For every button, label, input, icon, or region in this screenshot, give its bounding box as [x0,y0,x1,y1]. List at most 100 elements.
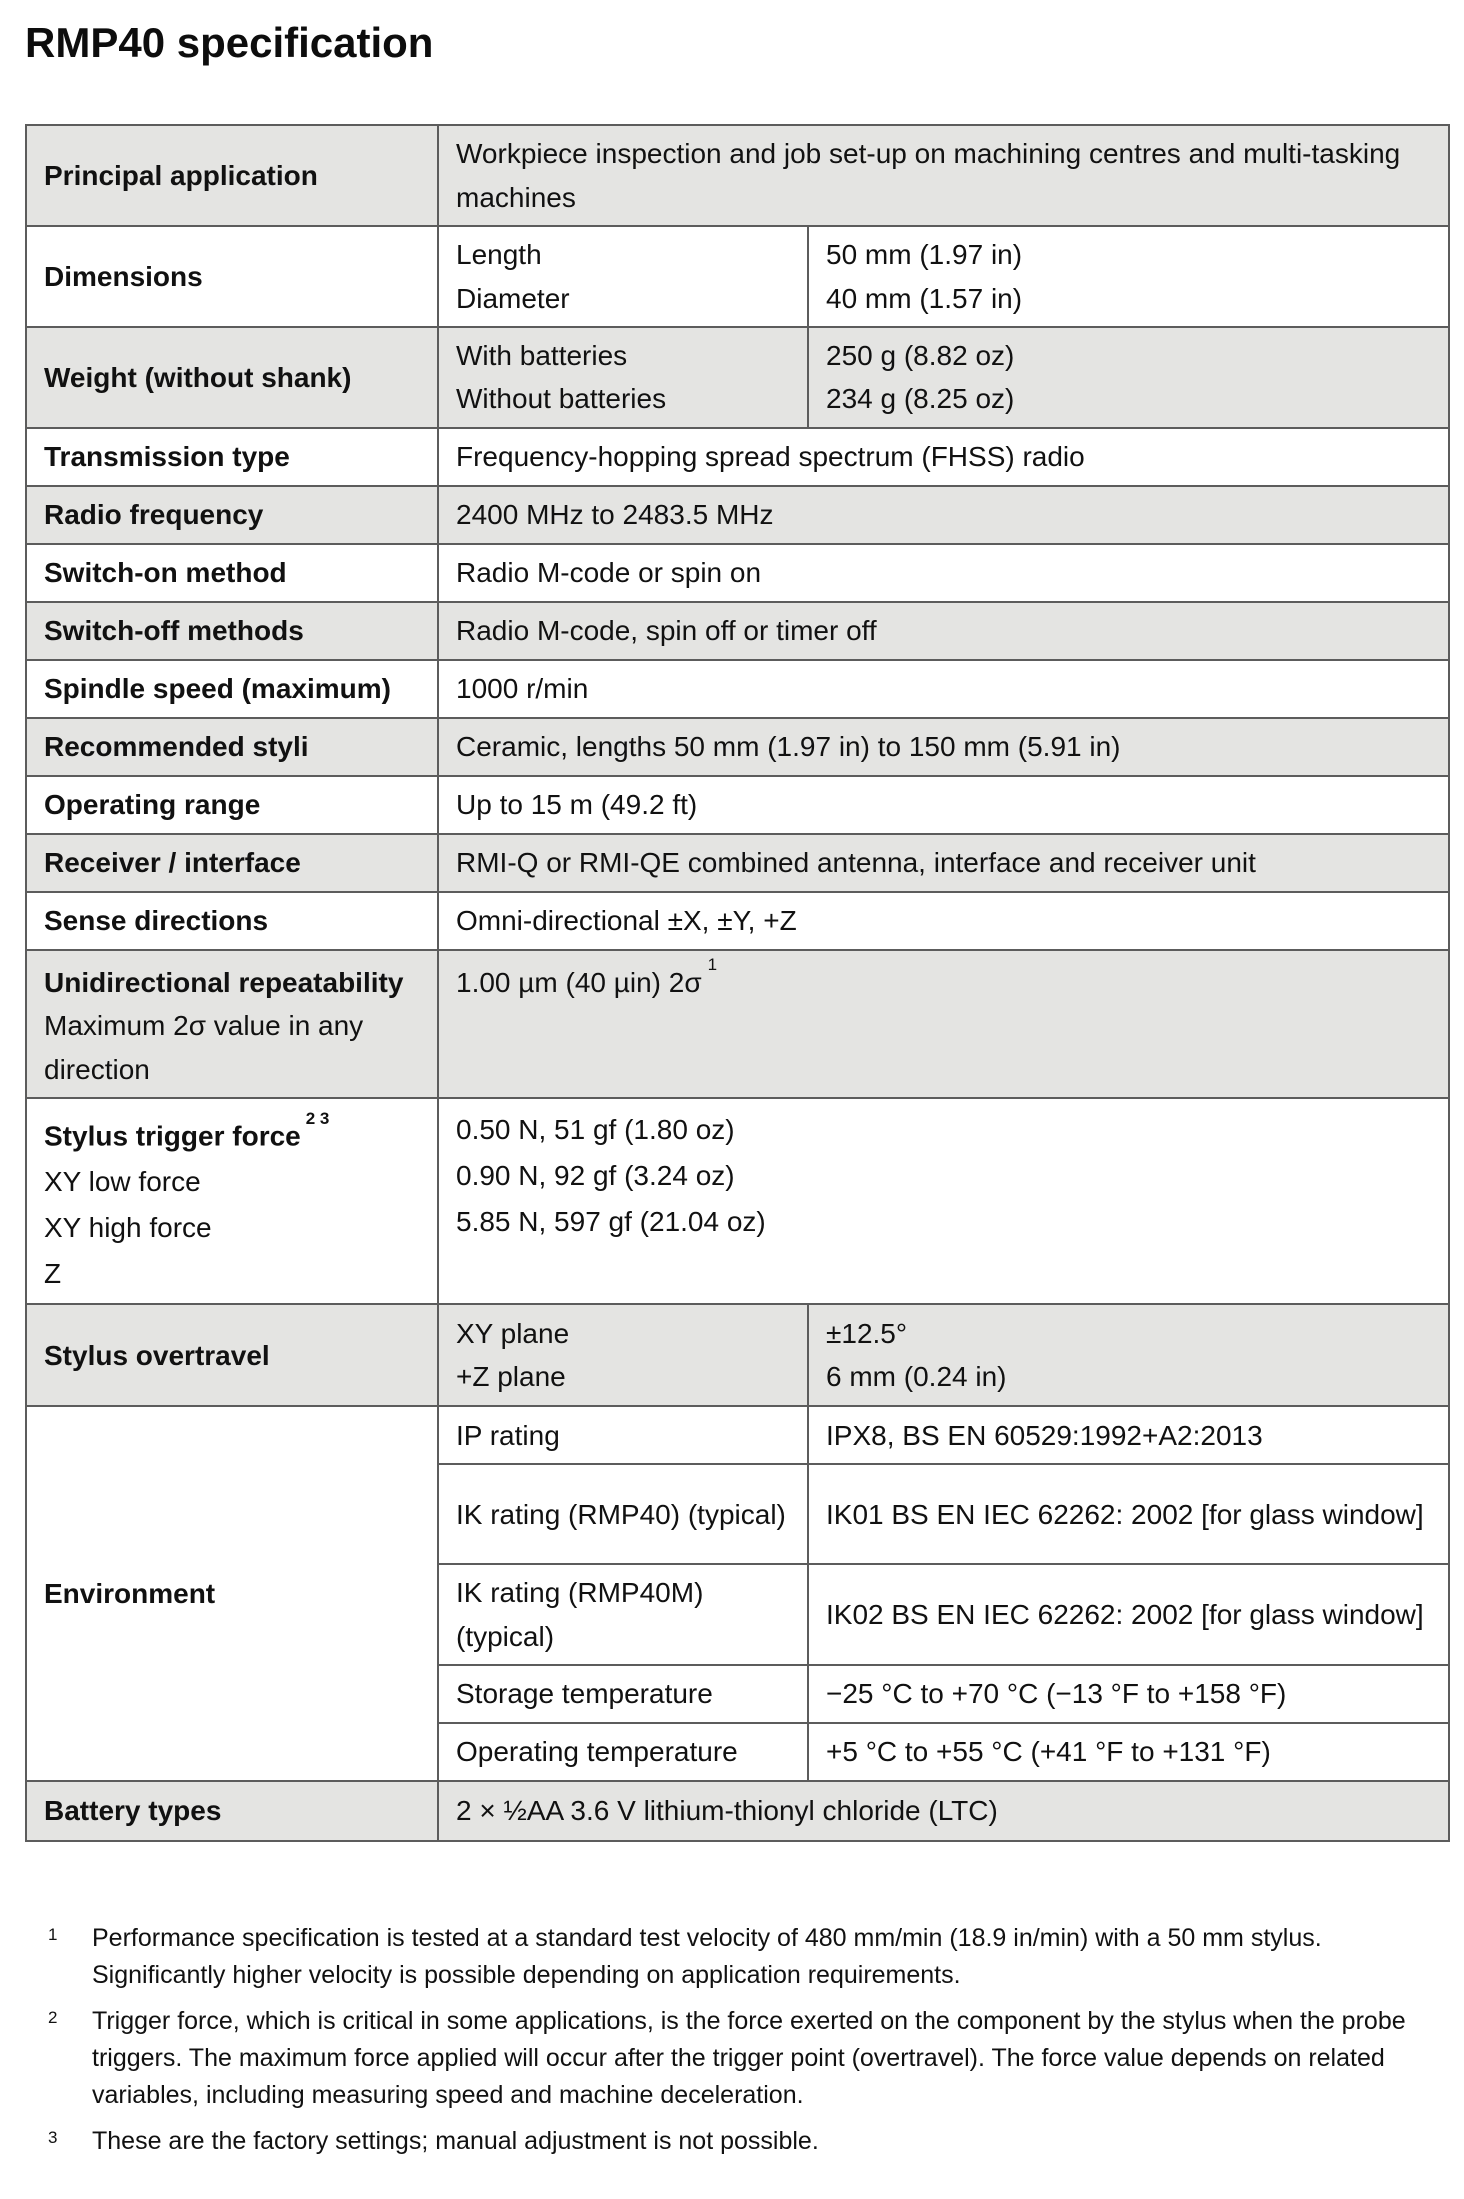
row-subvalues: 0.50 N, 51 gf (1.80 oz) 0.90 N, 92 gf (3… [437,1096,1450,1306]
row-label: Transmission type [25,426,439,487]
subkey: Storage temperature [437,1664,809,1725]
subkey: Without batteries [456,383,667,415]
subvalue: 50 mm (1.97 in) [826,239,1023,271]
subkey: IP rating [437,1405,809,1466]
row-value: Ceramic, lengths 50 mm (1.97 in) to 150 … [437,716,1450,777]
subkey: IK rating (RMP40) (typical) [437,1463,809,1566]
row-label: Switch-on method [25,542,439,603]
row-subkeys: Length Diameter [437,225,809,328]
table-row-recommended-styli: Recommended styli Ceramic, lengths 50 mm… [25,716,1450,777]
spec-table: Principal application Workpiece inspecti… [25,124,1450,1843]
footnote-marker: 3 [48,2128,58,2148]
table-row-environment-sub: IK rating (RMP40M) (typical) IK02 BS EN … [26,1563,1450,1667]
footnote-text: Performance specification is tested at a… [92,1924,1322,1990]
subvalue: IPX8, BS EN 60529:1992+A2:2013 [807,1405,1450,1466]
subkey: +Z plane [456,1361,566,1393]
subvalue: 234 g (8.25 oz) [826,383,1015,415]
row-label: Operating range [25,774,439,835]
table-row-switch-on: Switch-on method Radio M-code or spin on [25,542,1450,603]
table-row-radio-frequency: Radio frequency 2400 MHz to 2483.5 MHz [25,484,1450,545]
footnote-marker: 1 [48,1925,58,1945]
row-label: Sense directions [25,890,439,951]
row-subvalues: 50 mm (1.97 in) 40 mm (1.57 in) [807,225,1450,328]
table-row-receiver-interface: Receiver / interface RMI-Q or RMI-QE com… [25,832,1450,893]
row-value: Up to 15 m (49.2 ft) [437,774,1450,835]
subkey: Diameter [456,282,570,314]
table-row-sense-directions: Sense directions Omni-directional ±X, ±Y… [25,890,1450,951]
subvalue: −25 °C to +70 °C (−13 °F to +158 °F) [807,1664,1450,1725]
subvalue: +5 °C to +55 °C (+41 °F to +131 °F) [807,1722,1450,1783]
footnote-text: Trigger force, which is critical in some… [92,2007,1406,2110]
row-label: Stylus overtravel [25,1303,439,1408]
subvalue: 5.85 N, 597 gf (21.04 oz) [456,1205,766,1237]
subkey: Length [456,239,542,271]
footnote-text: These are the factory settings; manual a… [92,2127,819,2156]
table-row-spindle-speed: Spindle speed (maximum) 1000 r/min [25,658,1450,719]
row-value: Radio M-code or spin on [437,542,1450,603]
footnote: 1 Performance specification is tested at… [25,1920,1464,1994]
subkey: Operating temperature [437,1722,809,1783]
footnote: 3 These are the factory settings; manual… [25,2123,1464,2160]
subkey: Z [44,1258,62,1290]
row-label: Recommended styli [25,716,439,777]
table-row-operating-range: Operating range Up to 15 m (49.2 ft) [25,774,1450,835]
table-row-environment-sub: IK rating (RMP40) (typical) IK01 BS EN I… [26,1463,1450,1566]
row-value: 2 × ½AA 3.6 V lithium-thionyl chloride (… [437,1780,1450,1843]
table-row-stylus-overtravel: Stylus overtravel XY plane +Z plane ±12.… [25,1303,1450,1408]
subkey: XY plane [456,1317,570,1349]
row-label: Battery types [25,1780,439,1843]
subvalue: 250 g (8.82 oz) [826,339,1015,371]
row-value: Frequency-hopping spread spectrum (FHSS)… [437,426,1450,487]
table-row-transmission-type: Transmission type Frequency-hopping spre… [25,426,1450,487]
table-row-weight: Weight (without shank) With batteries Wi… [25,325,1450,429]
row-label: Switch-off methods [25,600,439,661]
subkey: IK rating (RMP40M) (typical) [437,1563,809,1667]
footnote-ref: 2 3 [305,1108,330,1128]
table-row-dimensions: Dimensions Length Diameter 50 mm (1.97 i… [25,225,1450,328]
footnotes: 1 Performance specification is tested at… [25,1920,1464,2160]
row-label: Radio frequency [25,484,439,545]
footnote-marker: 2 [48,2008,58,2028]
subvalue: 0.50 N, 51 gf (1.80 oz) [456,1113,735,1145]
subkey: XY high force [44,1212,212,1244]
row-label: Stylus trigger force2 3 XY low force XY … [25,1096,439,1306]
subvalue: 0.90 N, 92 gf (3.24 oz) [456,1159,735,1191]
row-value: Omni-directional ±X, ±Y, +Z [437,890,1450,951]
row-value: 1000 r/min [437,658,1450,719]
row-value: Workpiece inspection and job set-up on m… [437,124,1450,228]
subkey: XY low force [44,1166,201,1198]
row-value: 1.00 µm (40 µin) 2σ1 [437,948,1450,1099]
row-value: RMI-Q or RMI-QE combined antenna, interf… [437,832,1450,893]
row-label-bold: Unidirectional repeatability [44,966,404,998]
page-title: RMP40 specification [25,19,434,66]
row-label: Environment [25,1405,439,1783]
row-label: Spindle speed (maximum) [25,658,439,719]
row-subvalues: ±12.5° 6 mm (0.24 in) [807,1303,1450,1408]
table-row-switch-off: Switch-off methods Radio M-code, spin of… [25,600,1450,661]
row-label: Weight (without shank) [25,325,439,429]
table-row-principal-application: Principal application Workpiece inspecti… [25,124,1450,228]
row-subkeys: XY plane +Z plane [437,1303,809,1408]
table-row-environment: Environment IP rating IPX8, BS EN 60529:… [25,1405,1450,1783]
row-label: Unidirectional repeatability Maximum 2σ … [25,948,439,1099]
row-value: Radio M-code, spin off or timer off [437,600,1450,661]
footnote: 2 Trigger force, which is critical in so… [25,2003,1464,2114]
row-label: Principal application [25,124,439,228]
row-label: Receiver / interface [25,832,439,893]
table-row-environment-sub: Storage temperature −25 °C to +70 °C (−1… [26,1664,1450,1725]
row-value: 2400 MHz to 2483.5 MHz [437,484,1450,545]
row-label-bold: Stylus trigger force [44,1120,301,1152]
subvalue: 6 mm (0.24 in) [826,1361,1007,1393]
subkey: With batteries [456,339,628,371]
table-row-unidirectional-repeatability: Unidirectional repeatability Maximum 2σ … [25,948,1450,1099]
subvalue: ±12.5° [826,1317,908,1349]
table-row-battery-types: Battery types 2 × ½AA 3.6 V lithium-thio… [25,1780,1450,1843]
table-row-environment-sub: Operating temperature +5 °C to +55 °C (+… [26,1722,1450,1783]
subvalue: IK01 BS EN IEC 62262: 2002 [for glass wi… [807,1463,1450,1566]
row-label: Dimensions [25,225,439,328]
subvalue: IK02 BS EN IEC 62262: 2002 [for glass wi… [807,1563,1450,1667]
row-label-line: Stylus trigger force2 3 [44,1107,421,1159]
footnote-ref: 1 [707,955,718,975]
subvalue: 40 mm (1.57 in) [826,282,1023,314]
